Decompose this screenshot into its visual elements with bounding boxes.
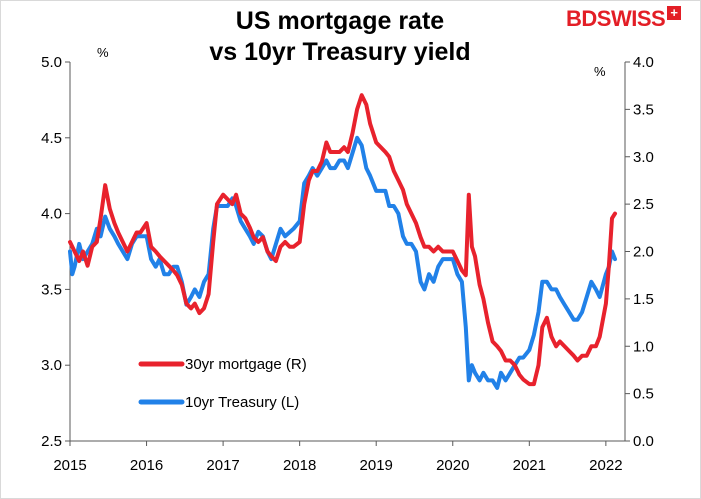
x-tick-label: 2016	[130, 457, 163, 474]
chart-axes: 2.5 3.0 3.5 4.0 4.5 5.0 0.0 0.5 1.0 1.5 2.0 2.5 3.0 3…	[41, 45, 654, 474]
left-tick-label: 4.0	[41, 206, 62, 223]
right-tick-label: 0.0	[633, 433, 654, 450]
left-tick-label: 3.5	[41, 281, 62, 298]
x-tick-label: 2020	[436, 457, 469, 474]
x-tick-label: 2019	[360, 457, 393, 474]
left-axis-unit: %	[97, 45, 109, 60]
chart-legend: 30yr mortgage (R) 10yr Treasury (L)	[138, 356, 307, 411]
brand-logo: BDSWISS +	[566, 6, 682, 32]
right-tick-label: 1.0	[633, 338, 654, 355]
right-tick-label: 3.0	[633, 149, 654, 166]
chart-title-line-2: vs 10yr Treasury yield	[209, 38, 471, 66]
brand-logo-text: BDSWISS	[566, 6, 666, 31]
right-tick-label: 1.5	[633, 291, 654, 308]
brand-plus-icon: +	[667, 6, 682, 20]
right-tick-label: 2.5	[633, 196, 654, 213]
x-tick-label: 2021	[513, 457, 546, 474]
left-tick-label: 4.5	[41, 130, 62, 147]
chart-title-line-1: US mortgage rate	[235, 7, 445, 35]
chart-title: US mortgage rate vs 10yr Treasury yield	[150, 6, 530, 68]
left-tick-label: 3.0	[41, 357, 62, 374]
right-tick-label: 4.0	[633, 54, 654, 71]
left-tick-label: 5.0	[41, 54, 62, 71]
x-tick-label: 2018	[283, 457, 316, 474]
series-line-treasury	[68, 135, 617, 390]
right-tick-label: 3.5	[633, 101, 654, 118]
legend-label: 10yr Treasury (L)	[185, 394, 299, 411]
right-tick-label: 2.0	[633, 244, 654, 261]
right-tick-label: 0.5	[633, 386, 654, 403]
x-tick-label: 2017	[206, 457, 239, 474]
legend-label: 30yr mortgage (R)	[185, 356, 307, 373]
series-line-mortgage	[68, 93, 617, 387]
right-axis-unit: %	[594, 64, 606, 79]
x-tick-label: 2015	[53, 457, 86, 474]
chart-series	[68, 93, 617, 390]
left-tick-label: 2.5	[41, 433, 62, 450]
x-tick-label: 2022	[589, 457, 622, 474]
